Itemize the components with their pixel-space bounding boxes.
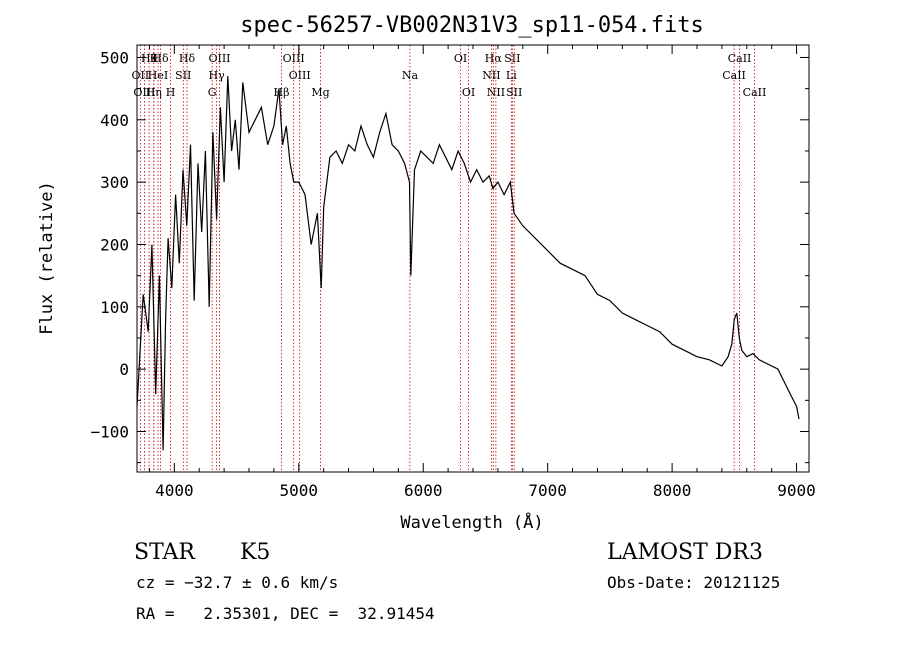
y-tick-label: 100	[100, 298, 129, 317]
x-tick-label: 9000	[777, 481, 816, 500]
marker-label: HeI	[148, 69, 168, 82]
y-tick-label: 400	[100, 111, 129, 130]
spectrum-series	[136, 76, 800, 451]
marker-label: NII	[487, 86, 505, 99]
marker-label: Hθ	[141, 52, 158, 65]
marker-label: OIII	[133, 86, 155, 99]
marker-label: Mg	[311, 86, 329, 99]
spectrum-line	[136, 76, 800, 451]
x-axis-label: Wavelength (Å)	[400, 511, 543, 533]
y-tick-label: −100	[90, 422, 129, 441]
object-class: STAR	[134, 540, 195, 565]
marker-label: SII	[175, 69, 191, 82]
x-tick-label: 5000	[280, 481, 319, 500]
y-tick-label: 300	[100, 173, 129, 192]
marker-label: NII	[482, 69, 500, 82]
chart-title: spec-56257-VB002N31V3_sp11-054.fits	[240, 13, 704, 38]
marker-label: H	[166, 86, 176, 99]
marker-label: G	[208, 86, 217, 99]
marker-label: OIII	[208, 52, 230, 65]
marker-label: OIII	[289, 69, 311, 82]
marker-label: CaII	[722, 69, 746, 82]
marker-label: Hγ	[209, 69, 226, 82]
marker-label: Hβ	[274, 86, 290, 99]
plot-frame	[136, 44, 810, 473]
y-axis: −100 0 100 200 300 400 500	[90, 48, 809, 464]
x-tick-label: 7000	[528, 481, 567, 500]
y-tick-label: 0	[119, 360, 129, 379]
marker-label: Na	[402, 69, 419, 82]
marker-label: CaII	[743, 86, 767, 99]
x-tick-label: 8000	[653, 481, 692, 500]
marker-label: OI	[454, 52, 467, 65]
y-axis-label: Flux (relative)	[37, 181, 57, 335]
object-subclass: K5	[240, 540, 271, 565]
marker-label: SII	[506, 86, 522, 99]
marker-label: OII	[132, 69, 150, 82]
marker-label: Hα	[485, 52, 503, 65]
marker-label: SII	[504, 52, 520, 65]
redshift-cz: cz = −32.7 ± 0.6 km/s	[136, 573, 339, 592]
x-axis: 4000 5000 6000 7000 8000 9000	[148, 45, 816, 500]
marker-label: Hδ	[152, 52, 169, 65]
coordinates: RA = 2.35301, DEC = 32.91454	[136, 604, 435, 623]
observation-date: Obs-Date: 20121125	[607, 573, 781, 592]
marker-label: OI	[462, 86, 475, 99]
y-tick-label: 500	[100, 48, 129, 67]
y-tick-label: 200	[100, 235, 129, 254]
marker-label: Hδ	[179, 52, 196, 65]
marker-label: K	[150, 52, 159, 65]
survey-name: LAMOST DR3	[607, 540, 763, 565]
marker-label: Hη	[146, 86, 162, 99]
marker-label: Li	[506, 69, 517, 82]
x-tick-label: 4000	[155, 481, 194, 500]
marker-label: OIII	[283, 52, 305, 65]
x-tick-label: 6000	[404, 481, 443, 500]
marker-label: CaII	[728, 52, 752, 65]
